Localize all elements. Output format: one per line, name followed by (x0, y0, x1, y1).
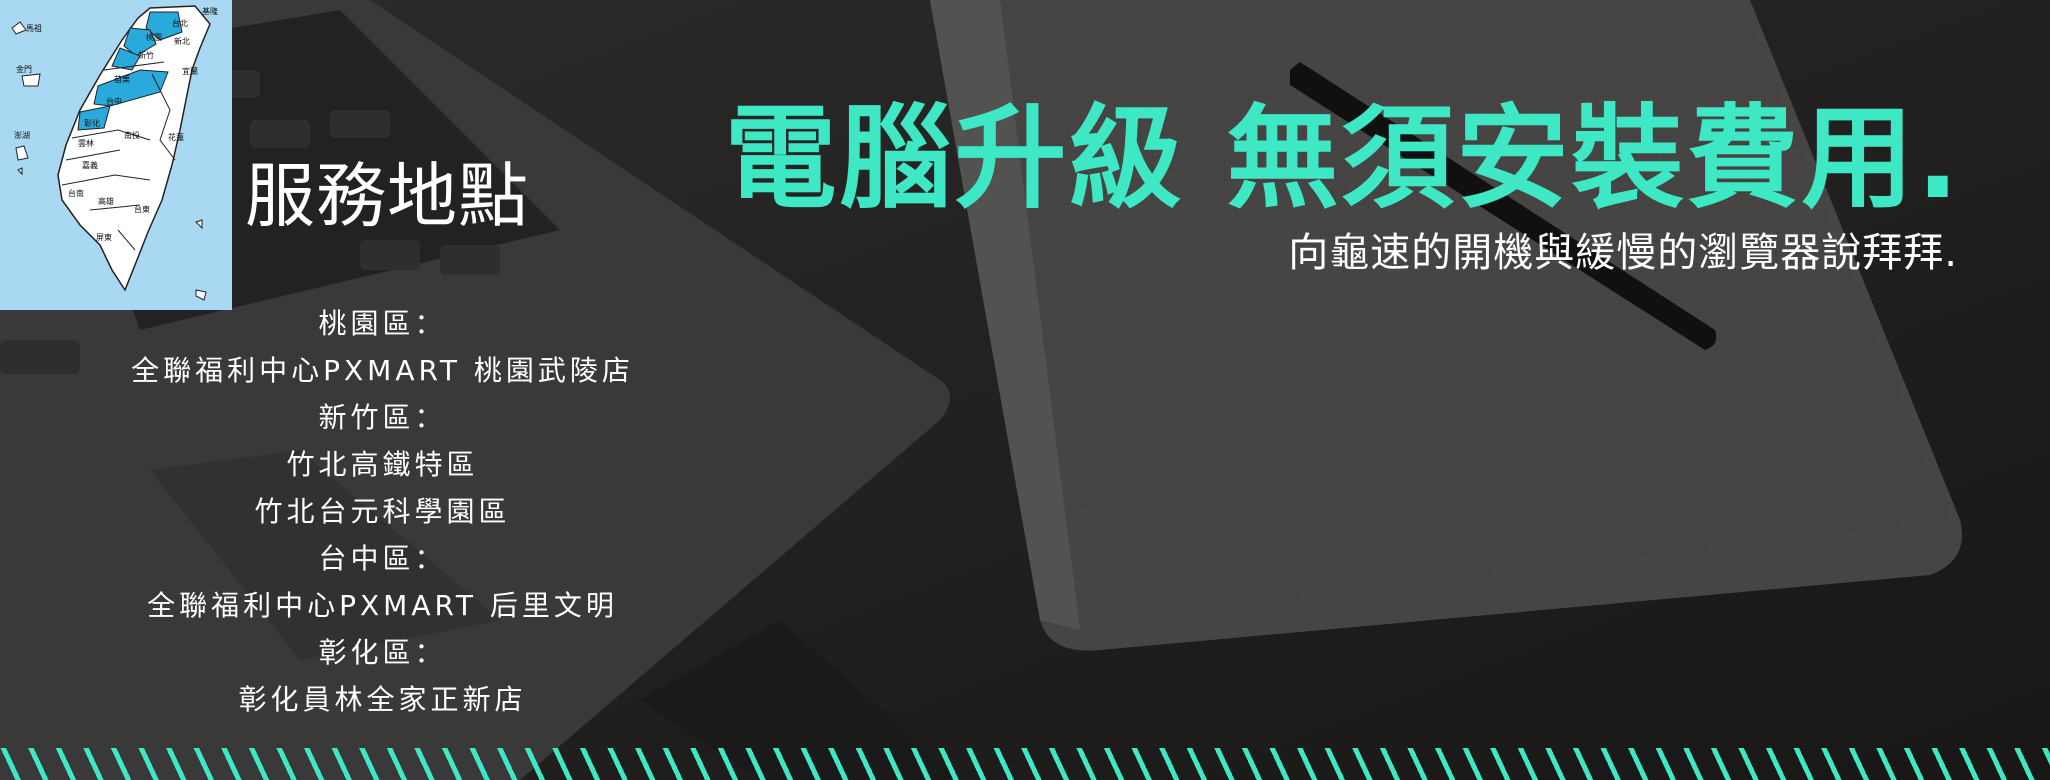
location-line: 全聯福利中心PXMART 后里文明 (147, 589, 618, 622)
location-line: 彰化員林全家正新店 (238, 683, 527, 716)
location-list: 桃園區： 全聯福利中心PXMART 桃園武陵店 新竹區： 竹北高鐵特區 竹北台元… (60, 300, 705, 723)
map-label: 苗栗 (114, 75, 130, 84)
location-line: 台中區： (318, 542, 447, 575)
location-line: 全聯福利中心PXMART 桃園武陵店 (131, 354, 634, 387)
location-line: 彰化區： (318, 636, 447, 669)
map-label: 新北 (174, 36, 190, 46)
map-label: 新竹 (138, 50, 154, 60)
map-label: 金門 (16, 64, 32, 74)
map-label: 台北 (172, 18, 188, 28)
map-label: 宜蘭 (182, 66, 198, 76)
map-label: 南投 (124, 130, 140, 140)
map-label: 桃園 (146, 32, 162, 42)
map-label: 雲林 (78, 138, 94, 148)
location-line: 竹北高鐵特區 (286, 448, 479, 481)
taiwan-map: 基隆 台北 桃園 新北 新竹 宜蘭 苗栗 台中 花蓮 彰化 南投 雲林 嘉義 台… (0, 0, 232, 310)
map-label: 嘉義 (82, 160, 98, 170)
map-label: 台中 (106, 96, 122, 106)
map-label: 花蓮 (168, 132, 184, 142)
pen-image (1290, 62, 1717, 350)
map-label: 台東 (134, 204, 150, 214)
location-line: 新竹區： (318, 401, 447, 434)
map-label: 基隆 (202, 6, 218, 16)
location-line: 桃園區： (318, 307, 447, 340)
map-label: 高雄 (98, 196, 114, 206)
subheadline: 向龜速的開機與緩慢的瀏覽器說拜拜. (1288, 230, 1958, 276)
map-label: 彰化 (84, 118, 100, 128)
stripe-pattern (0, 748, 2050, 780)
taiwan-map-icon: 基隆 台北 桃園 新北 新竹 宜蘭 苗栗 台中 花蓮 彰化 南投 雲林 嘉義 台… (11, 5, 218, 301)
map-label: 澎湖 (14, 130, 30, 140)
map-label: 馬祖 (26, 23, 42, 33)
map-label: 屏東 (96, 232, 112, 242)
map-label: 台南 (68, 188, 84, 198)
location-line: 竹北台元科學園區 (254, 495, 511, 528)
headline: 電腦升級 無須安裝費用. (724, 94, 1962, 224)
service-area-title: 服務地點 (245, 155, 529, 237)
